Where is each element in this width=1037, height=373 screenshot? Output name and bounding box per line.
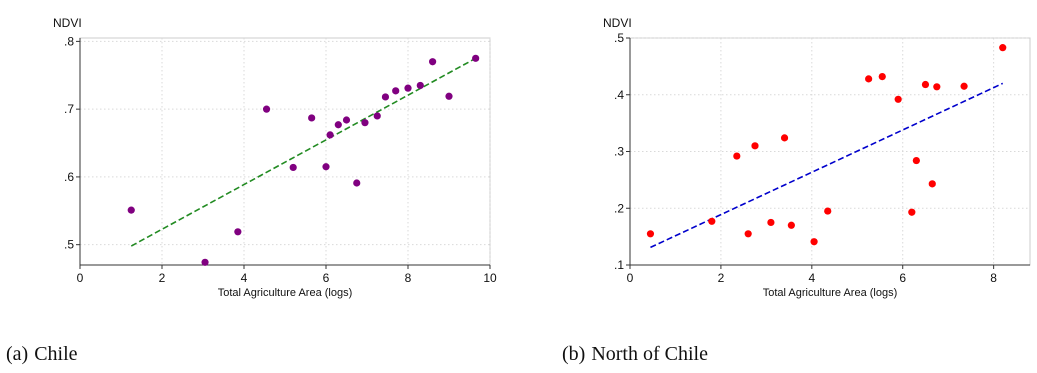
caption-text: North of Chile bbox=[591, 343, 708, 365]
data-point bbox=[999, 44, 1007, 52]
data-point bbox=[921, 80, 930, 89]
x-tick-label: 0 bbox=[77, 271, 84, 285]
data-point bbox=[234, 228, 242, 236]
data-point bbox=[201, 258, 209, 266]
data-point bbox=[445, 92, 453, 100]
caption-chile: (a) Chile bbox=[6, 343, 78, 366]
caption-tag: (a) bbox=[6, 343, 29, 365]
fitted-line bbox=[130, 57, 477, 247]
data-point bbox=[865, 75, 873, 83]
y-tick-label: .5 bbox=[614, 31, 624, 45]
y-axis-label: NDVI bbox=[603, 16, 632, 30]
data-point bbox=[392, 87, 400, 95]
data-point bbox=[361, 119, 369, 127]
x-tick-label: 8 bbox=[990, 271, 997, 285]
y-tick-label: .7 bbox=[64, 102, 74, 116]
data-point bbox=[342, 116, 351, 124]
data-point bbox=[646, 230, 655, 238]
data-point bbox=[744, 230, 752, 238]
data-point bbox=[908, 208, 916, 216]
data-point bbox=[373, 112, 381, 120]
data-point bbox=[127, 206, 135, 214]
chart-panel-north-of-chile: 0 2 4 6 8 .1 .2 .3 .4 .5 NDVI Total Agriculture Are… bbox=[518, 0, 1036, 373]
data-point bbox=[353, 179, 361, 187]
y-tick-label: .6 bbox=[64, 170, 74, 184]
data-point bbox=[894, 95, 902, 103]
y-tick-label: .4 bbox=[614, 88, 624, 102]
x-tick-label: 6 bbox=[899, 271, 906, 285]
y-tick-label: .3 bbox=[614, 145, 624, 159]
x-tick-label: 2 bbox=[159, 271, 166, 285]
caption-north-of-chile: (b) North of Chile bbox=[562, 343, 708, 366]
x-tick-label: 8 bbox=[405, 271, 412, 285]
data-point bbox=[322, 163, 330, 171]
x-tick-label: 0 bbox=[627, 271, 634, 285]
data-point bbox=[878, 72, 886, 81]
chart-panel-chile: 0 2 4 6 8 10 .5 .6 .7 .8 NDVI Total Agriculture Are… bbox=[0, 0, 518, 373]
data-point bbox=[262, 105, 271, 113]
caption-tag: (b) bbox=[562, 343, 586, 365]
x-tick-label: 10 bbox=[483, 271, 497, 285]
y-tick-label: .2 bbox=[614, 201, 624, 215]
y-axis-label: NDVI bbox=[53, 16, 82, 30]
scatter-plot-chile: 0 2 4 6 8 10 .5 .6 .7 .8 NDVI Total Agriculture Are… bbox=[53, 16, 497, 299]
caption-text: Chile bbox=[34, 343, 78, 365]
y-tick-label: .8 bbox=[64, 34, 74, 48]
data-point bbox=[404, 84, 412, 92]
data-point bbox=[334, 121, 342, 129]
data-point bbox=[767, 218, 775, 227]
data-point bbox=[472, 54, 480, 62]
plot-area bbox=[79, 37, 491, 266]
data-point bbox=[381, 93, 390, 101]
data-point bbox=[708, 217, 716, 225]
data-point bbox=[326, 131, 334, 139]
data-point bbox=[416, 81, 424, 90]
data-point bbox=[308, 114, 316, 122]
data-point bbox=[810, 238, 818, 246]
x-tick-label: 4 bbox=[808, 271, 815, 285]
data-point bbox=[733, 152, 741, 160]
data-point bbox=[787, 221, 795, 229]
y-tick-label: .5 bbox=[64, 238, 74, 252]
data-point bbox=[751, 142, 759, 150]
data-point bbox=[429, 58, 437, 66]
data-point bbox=[933, 83, 941, 91]
x-axis-label: Total Agriculture Area (logs) bbox=[763, 287, 898, 299]
x-tick-label: 4 bbox=[241, 271, 248, 285]
x-tick-label: 2 bbox=[718, 271, 725, 285]
data-point bbox=[928, 180, 936, 188]
data-point bbox=[289, 163, 297, 172]
data-point bbox=[960, 82, 968, 90]
y-tick-label: .1 bbox=[614, 258, 624, 272]
x-tick-label: 6 bbox=[323, 271, 330, 285]
x-axis-label: Total Agriculture Area (logs) bbox=[218, 287, 353, 299]
data-point bbox=[824, 207, 832, 215]
data-point bbox=[780, 134, 789, 142]
data-point bbox=[912, 156, 920, 165]
